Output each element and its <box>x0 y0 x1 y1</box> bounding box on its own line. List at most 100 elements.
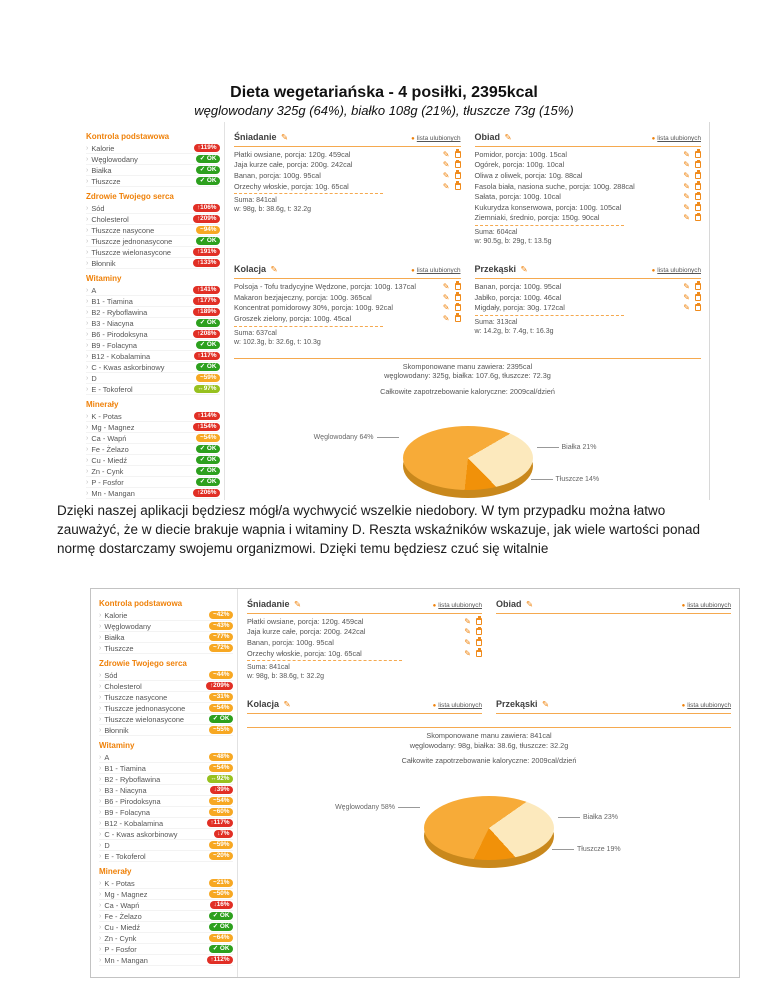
nutrient-row[interactable]: › A ~48% <box>99 752 233 763</box>
nutrient-row[interactable]: › Kalorie ↑119% <box>86 143 220 154</box>
nutrient-row[interactable]: › C - Kwas askorbinowy ✓ OK <box>86 362 220 373</box>
nutrient-row[interactable]: › Tłuszcze jednonasycone ~54% <box>99 703 233 714</box>
delete-item-icon[interactable] <box>695 170 701 179</box>
delete-item-icon[interactable] <box>454 302 461 312</box>
favorites-link[interactable]: ● lista ulubionych <box>411 135 461 142</box>
nutrient-row[interactable]: › C - Kwas askorbinowy ↓7% <box>99 829 233 840</box>
favorites-link[interactable]: ● lista ulubionych <box>651 267 701 275</box>
edit-meal-icon[interactable]: ✎ <box>293 599 302 609</box>
nutrient-row[interactable]: › Zn - Cynk ~64% <box>99 933 233 944</box>
nutrient-row[interactable]: › Tłuszcze jednonasycone ✓ OK <box>86 236 220 247</box>
edit-item-icon[interactable]: ✎ <box>442 303 450 313</box>
nutrient-row[interactable]: › Tłuszcze wielonasycone ✓ OK <box>99 714 233 725</box>
nutrient-row[interactable]: › Tłuszcze wielonasycone ↑191% <box>86 247 220 258</box>
edit-item-icon[interactable]: ✎ <box>442 149 450 159</box>
edit-meal-icon[interactable]: ✎ <box>283 699 291 710</box>
edit-item-icon[interactable]: ✎ <box>683 281 690 291</box>
favorites-link[interactable]: ● lista ulubionych <box>651 135 701 142</box>
edit-item-icon[interactable]: ✎ <box>442 181 450 191</box>
nutrient-row[interactable]: › E - Tokoferol ~20% <box>99 851 233 862</box>
nutrient-row[interactable]: › Mg - Magnez ↑154% <box>86 422 220 433</box>
nutrient-row[interactable]: › B3 - Niacyna ✓ OK <box>86 318 220 329</box>
nutrient-row[interactable]: › K - Potas ~21% <box>99 878 233 889</box>
delete-item-icon[interactable] <box>454 292 461 301</box>
nutrient-row[interactable]: › Mg - Magnez ~50% <box>99 889 233 900</box>
nutrient-row[interactable]: › Węglowodany ✓ OK <box>86 154 220 165</box>
delete-item-icon[interactable] <box>454 281 461 290</box>
nutrient-row[interactable]: › K - Potas ↑114% <box>86 411 220 422</box>
delete-item-icon[interactable] <box>695 302 701 312</box>
edit-item-icon[interactable]: ✎ <box>464 616 471 626</box>
delete-item-icon[interactable] <box>695 181 701 190</box>
nutrient-row[interactable]: › Białka ✓ OK <box>86 165 220 176</box>
nutrient-row[interactable]: › Cholesterol ↑209% <box>86 214 220 225</box>
nutrient-row[interactable]: › Zn - Cynk ✓ OK <box>86 466 220 477</box>
edit-item-icon[interactable]: ✎ <box>683 292 690 302</box>
edit-meal-icon[interactable]: ✎ <box>525 599 534 609</box>
nutrient-row[interactable]: › Ca - Wapń ~54% <box>86 433 220 444</box>
nutrient-row[interactable]: › E - Tokoferol ↔97% <box>86 384 220 395</box>
nutrient-row[interactable]: › Tłuszcze nasycone ~94% <box>86 225 220 236</box>
edit-item-icon[interactable]: ✎ <box>442 281 450 291</box>
edit-item-icon[interactable]: ✎ <box>464 637 471 647</box>
nutrient-row[interactable]: › Sód ~44% <box>99 670 233 681</box>
delete-item-icon[interactable] <box>454 159 461 169</box>
nutrient-row[interactable]: › B9 - Folacyna ~60% <box>99 807 233 818</box>
edit-item-icon[interactable]: ✎ <box>442 160 450 170</box>
delete-item-icon[interactable] <box>695 212 701 222</box>
nutrient-row[interactable]: › A ↑141% <box>86 285 220 296</box>
edit-item-icon[interactable]: ✎ <box>683 149 690 159</box>
delete-item-icon[interactable] <box>695 159 701 169</box>
nutrient-row[interactable]: › Cholesterol ↑209% <box>99 681 233 692</box>
nutrient-row[interactable]: › B12 - Kobalamina ↑117% <box>99 818 233 829</box>
edit-meal-icon[interactable]: ✎ <box>270 264 278 275</box>
nutrient-row[interactable]: › B9 - Folacyna ✓ OK <box>86 340 220 351</box>
favorites-link[interactable]: ● lista ulubionych <box>681 702 731 710</box>
edit-item-icon[interactable]: ✎ <box>464 648 471 658</box>
delete-item-icon[interactable] <box>695 149 701 158</box>
edit-item-icon[interactable]: ✎ <box>683 181 690 191</box>
delete-item-icon[interactable] <box>454 170 461 179</box>
nutrient-row[interactable]: › B6 - Pirodoksyna ~54% <box>99 796 233 807</box>
edit-meal-icon[interactable]: ✎ <box>280 132 289 142</box>
delete-item-icon[interactable] <box>454 313 461 322</box>
edit-item-icon[interactable]: ✎ <box>442 292 450 302</box>
delete-item-icon[interactable] <box>695 281 701 290</box>
nutrient-row[interactable]: › B3 - Niacyna ↓39% <box>99 785 233 796</box>
nutrient-row[interactable]: › D ~59% <box>86 373 220 384</box>
delete-item-icon[interactable] <box>476 648 482 657</box>
edit-item-icon[interactable]: ✎ <box>683 202 690 212</box>
edit-meal-icon[interactable]: ✎ <box>542 699 550 710</box>
nutrient-row[interactable]: › Tłuszcze ~72% <box>99 643 233 654</box>
nutrient-row[interactable]: › Tłuszcze ✓ OK <box>86 176 220 187</box>
delete-item-icon[interactable] <box>695 191 701 201</box>
edit-meal-icon[interactable]: ✎ <box>520 264 528 275</box>
nutrient-row[interactable]: › B2 - Ryboflawina ↔92% <box>99 774 233 785</box>
nutrient-row[interactable]: › Węglowodany ~43% <box>99 621 233 632</box>
nutrient-row[interactable]: › Mn - Mangan ↑206% <box>86 488 220 499</box>
delete-item-icon[interactable] <box>476 637 482 646</box>
delete-item-icon[interactable] <box>476 616 482 625</box>
nutrient-row[interactable]: › P - Fosfor ✓ OK <box>99 944 233 955</box>
nutrient-row[interactable]: › Błonnik ↑133% <box>86 258 220 269</box>
edit-item-icon[interactable]: ✎ <box>464 627 471 637</box>
nutrient-row[interactable]: › B6 - Pirodoksyna ↑208% <box>86 329 220 340</box>
favorites-link[interactable]: ● lista ulubionych <box>681 602 731 609</box>
favorites-link[interactable]: ● lista ulubionych <box>411 267 461 275</box>
favorites-link[interactable]: ● lista ulubionych <box>432 702 482 710</box>
nutrient-row[interactable]: › Cu - Miedź ✓ OK <box>86 455 220 466</box>
delete-item-icon[interactable] <box>454 181 461 190</box>
delete-item-icon[interactable] <box>695 202 701 211</box>
nutrient-row[interactable]: › Fe - Żelazo ✓ OK <box>86 444 220 455</box>
delete-item-icon[interactable] <box>695 292 701 301</box>
nutrient-row[interactable]: › B1 - Tiamina ↑177% <box>86 296 220 307</box>
nutrient-row[interactable]: › Mn - Mangan ↑112% <box>99 955 233 966</box>
edit-item-icon[interactable]: ✎ <box>442 170 450 180</box>
favorites-link[interactable]: ● lista ulubionych <box>432 602 482 609</box>
edit-item-icon[interactable]: ✎ <box>442 313 450 323</box>
edit-item-icon[interactable]: ✎ <box>683 192 690 202</box>
edit-item-icon[interactable]: ✎ <box>683 303 690 313</box>
nutrient-row[interactable]: › B12 - Kobalamina ↑117% <box>86 351 220 362</box>
nutrient-row[interactable]: › Kalorie ~42% <box>99 610 233 621</box>
nutrient-row[interactable]: › Ca - Wapń ↓16% <box>99 900 233 911</box>
